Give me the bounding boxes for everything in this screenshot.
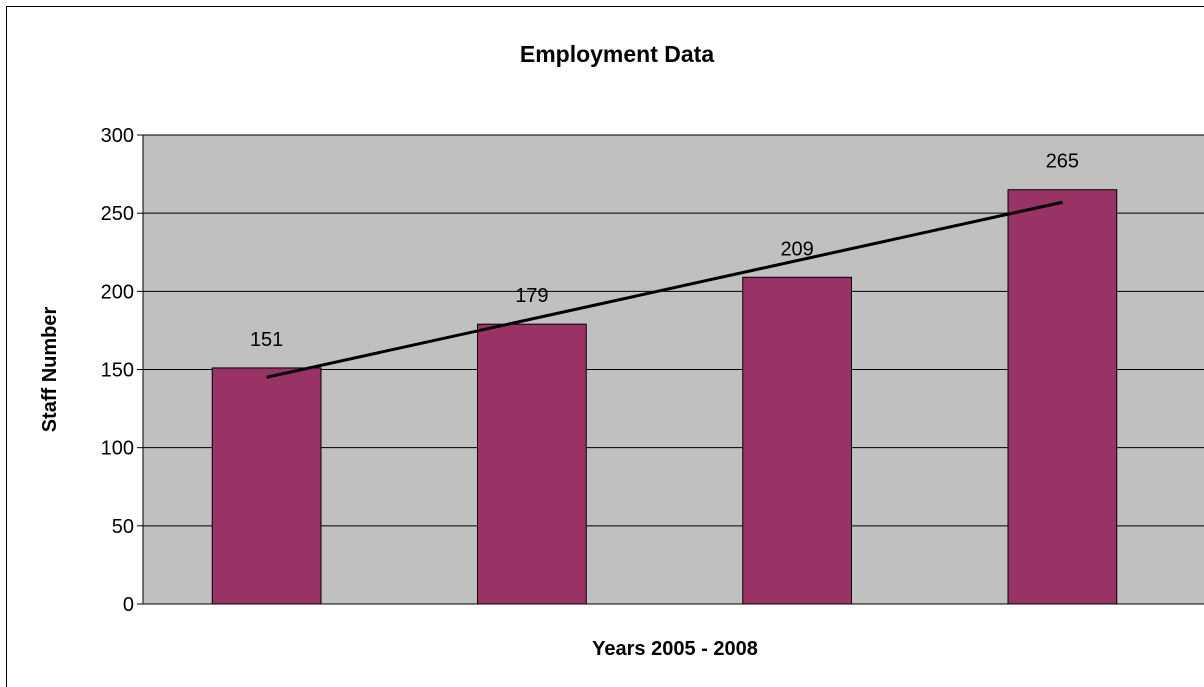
y-tick-label: 300	[101, 125, 134, 147]
y-tick-label: 150	[101, 360, 134, 382]
y-tick-label: 100	[101, 438, 134, 460]
data-label-1: 151	[250, 329, 283, 351]
bars	[211, 189, 1118, 605]
y-tick-label: 250	[101, 203, 134, 225]
bar-3	[742, 276, 853, 605]
y-tick-label: 200	[101, 281, 134, 303]
bar-4	[1007, 189, 1118, 605]
data-label-2: 179	[515, 285, 548, 307]
y-tick-label: 50	[112, 516, 134, 538]
data-label-4: 265	[1046, 151, 1079, 173]
chart-title: Employment Data	[520, 41, 714, 67]
y-axis-title: Staff Number	[39, 307, 61, 433]
y-tick-label: 0	[123, 594, 134, 616]
bar-2	[476, 323, 587, 605]
x-axis-title: Years 2005 - 2008	[592, 638, 758, 660]
bar-1	[211, 367, 322, 605]
y-axis-ticks: 0 50 100 150 200 250 300	[101, 125, 143, 616]
data-labels: 151 179 209 265	[250, 151, 1079, 351]
data-label-3: 209	[780, 238, 813, 260]
trendline	[266, 200, 1063, 379]
